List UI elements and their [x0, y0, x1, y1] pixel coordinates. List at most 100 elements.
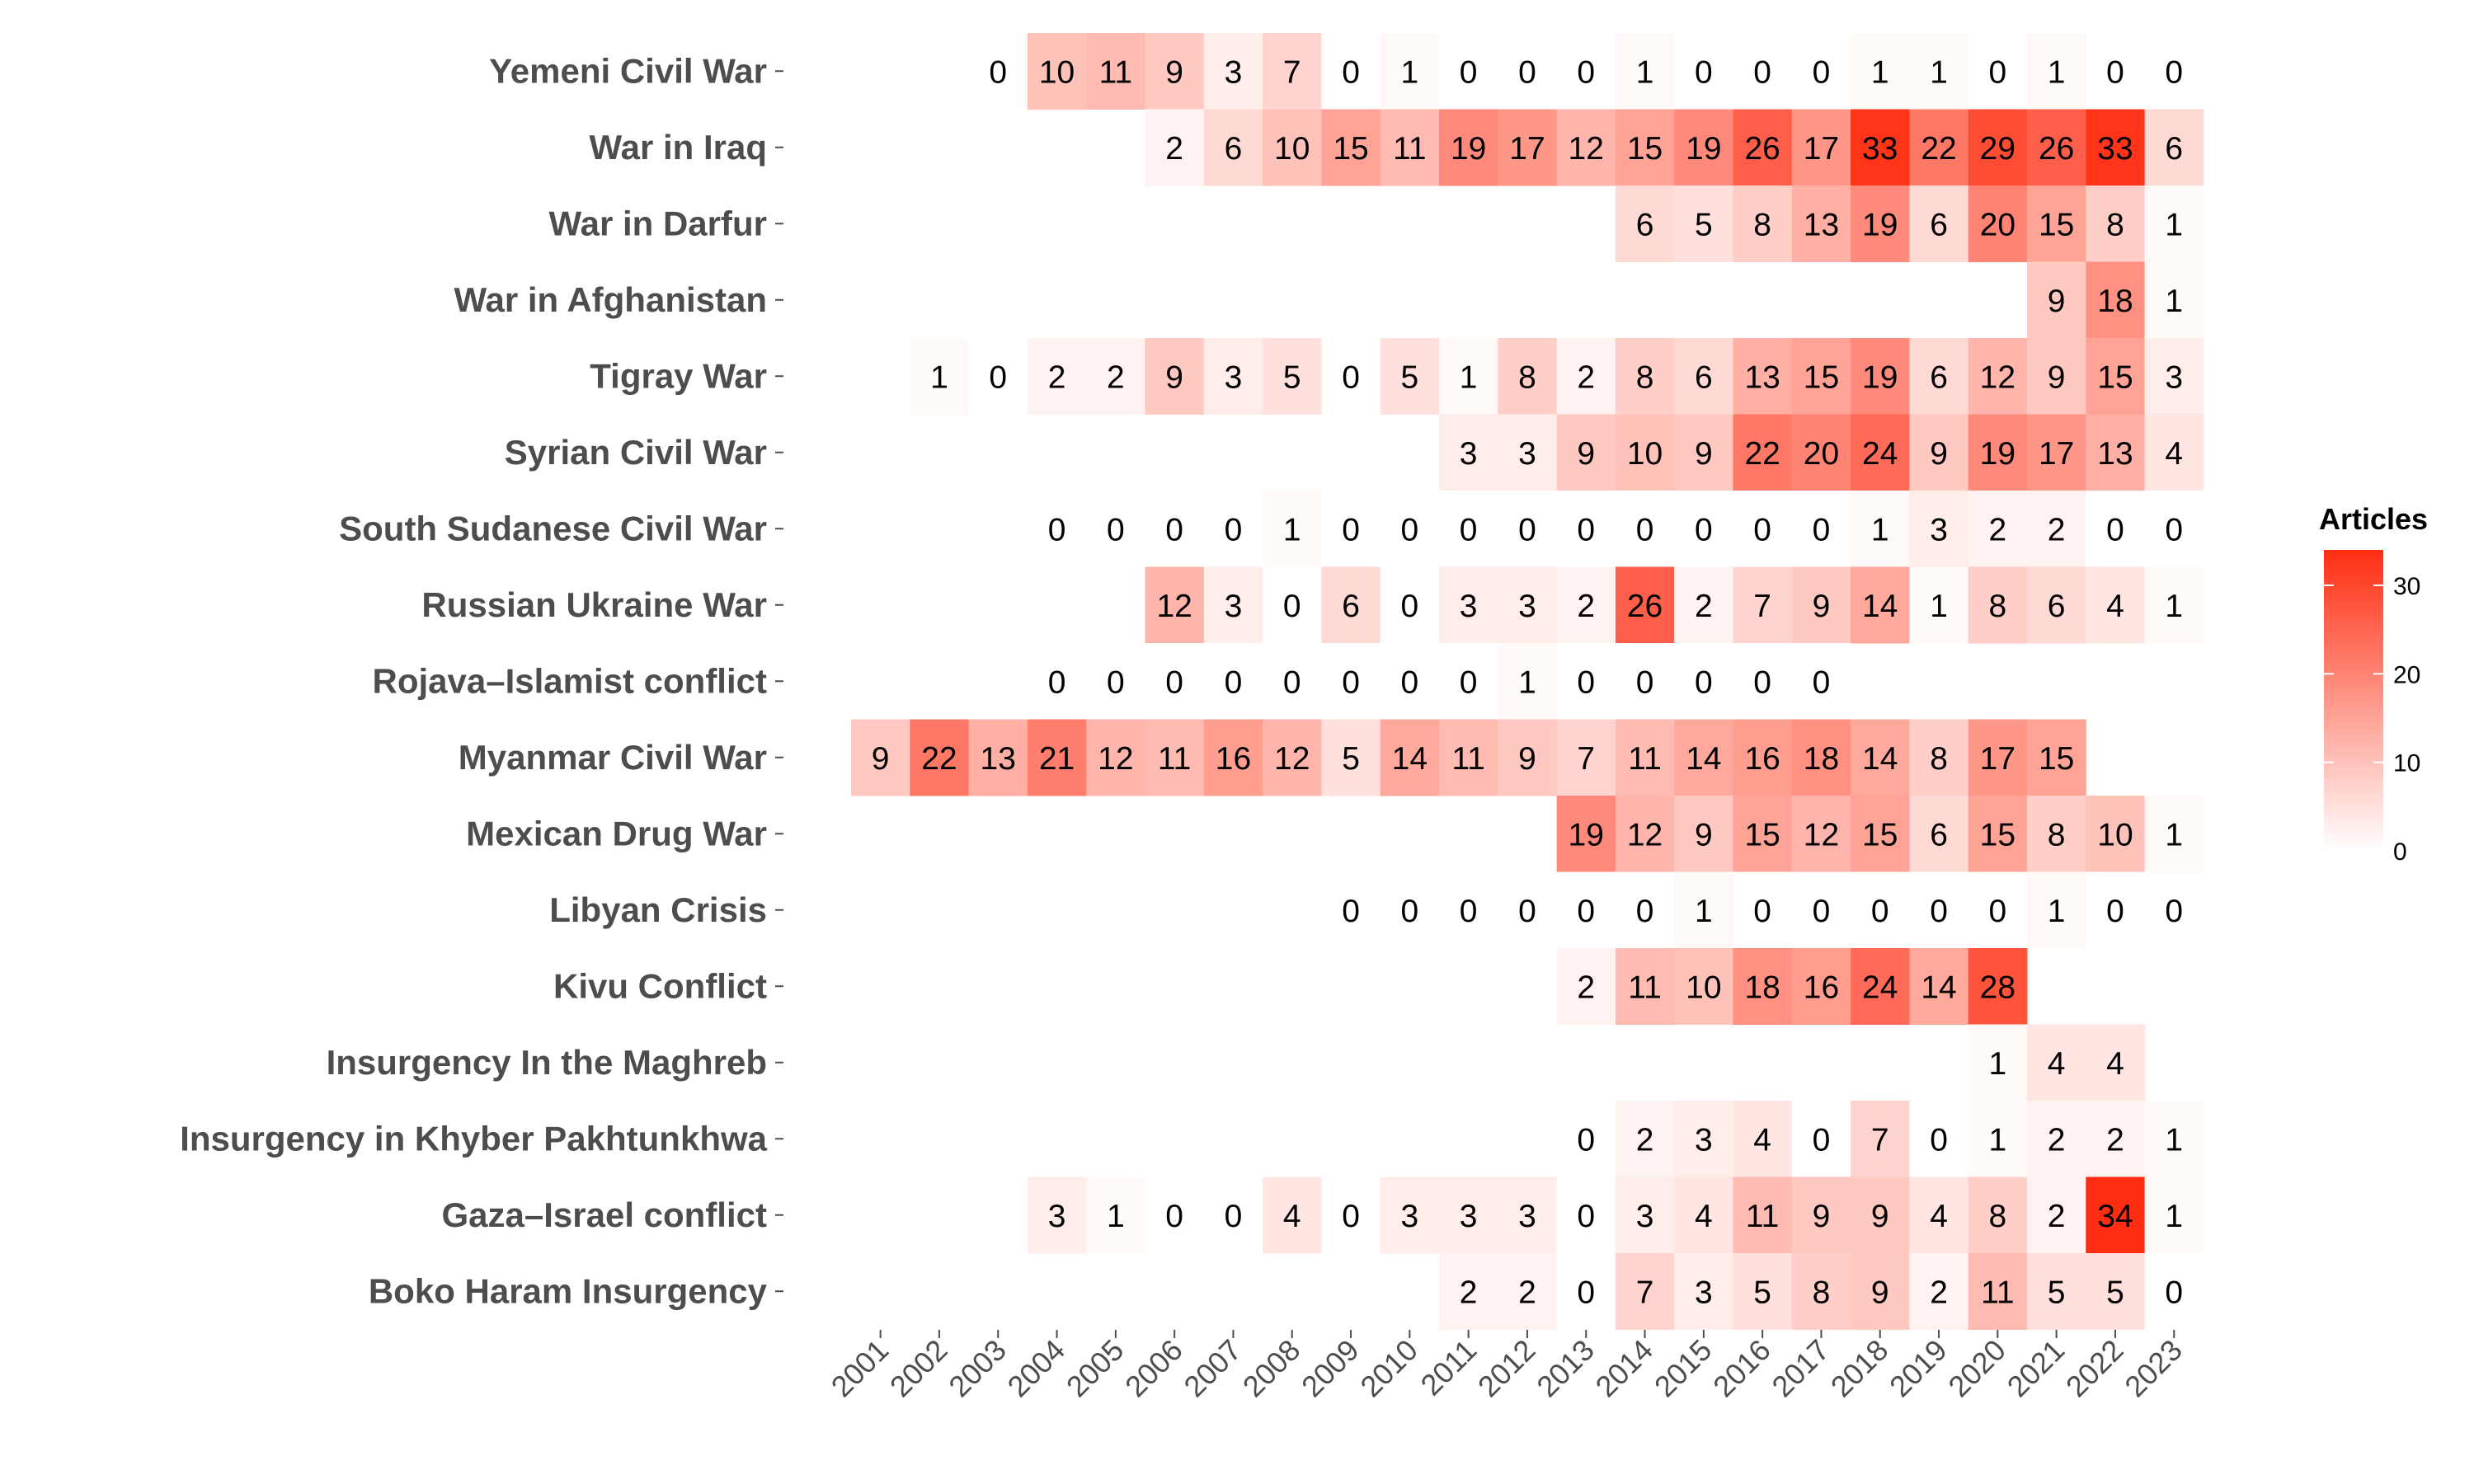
heatmap-cell [1263, 566, 1322, 644]
cell-value-label: 22 [1921, 131, 1956, 167]
heatmap-cell [1909, 186, 1969, 262]
y-tick-label: Libyan Crisis [549, 890, 767, 929]
cell-value-label: 0 [1342, 512, 1360, 547]
cell-value-label: 5 [1753, 1275, 1771, 1310]
heatmap-cell [1615, 796, 1675, 872]
heatmap-cell [1851, 33, 1910, 110]
x-tick-label: 2003 [942, 1333, 1013, 1404]
cell-value-label: 15 [2097, 359, 2133, 395]
heatmap-cell [1674, 414, 1733, 491]
heatmap-cell [2027, 719, 2086, 796]
x-tick-label: 2013 [1530, 1333, 1601, 1404]
x-tick-label: 2011 [1414, 1333, 1484, 1402]
heatmap-cell [1203, 643, 1263, 720]
cell-value-label: 9 [2048, 284, 2066, 319]
heatmap-cell [1791, 109, 1851, 186]
y-tick-label: Insurgency In the Maghreb [327, 1043, 767, 1082]
cell-value-label: 7 [1871, 1122, 1889, 1158]
cell-value-label: 0 [989, 359, 1007, 395]
heatmap-cell [1791, 338, 1851, 415]
cell-value-label: 1 [1695, 894, 1713, 929]
heatmap-cell [1027, 643, 1087, 720]
heatmap-cell [2086, 491, 2146, 567]
heatmap-cell [1968, 414, 2028, 491]
heatmap-cell [1556, 948, 1616, 1025]
cell-value-label: 17 [1980, 741, 2015, 777]
cell-value-label: 19 [1862, 207, 1898, 242]
cell-value-label: 0 [2106, 512, 2124, 547]
cell-value-label: 0 [1460, 665, 1478, 700]
heatmap-cell [1203, 33, 1263, 110]
cell-value-label: 15 [1862, 817, 1898, 852]
heatmap-cell [968, 719, 1028, 796]
cell-value-label: 0 [1165, 1199, 1183, 1234]
x-axis-labels: 2001200220032004200520062007200820092010… [825, 1330, 2189, 1403]
heatmap-cell [1968, 1176, 2028, 1254]
heatmap-cell [1615, 491, 1675, 567]
heatmap-cell [1203, 719, 1263, 796]
heatmap-cell [1615, 186, 1675, 262]
cell-value-label: 0 [1988, 894, 2006, 929]
cell-value-label: 22 [921, 741, 957, 777]
heatmap-cell [2027, 261, 2086, 339]
cell-value-label: 0 [1930, 1122, 1948, 1158]
cell-value-label: 16 [1744, 741, 1780, 777]
heatmap-cell [2144, 414, 2204, 491]
heatmap-cell [910, 338, 970, 415]
heatmap-cell [1674, 109, 1733, 186]
cell-value-label: 0 [1165, 512, 1183, 547]
heatmap-cell [2086, 1024, 2146, 1101]
x-tick-label: 2009 [1295, 1333, 1366, 1404]
heatmap-cell [2144, 1101, 2204, 1177]
cell-value-label: 2 [1988, 512, 2006, 547]
cell-value-label: 0 [1518, 512, 1536, 547]
cell-value-label: 0 [1871, 894, 1889, 929]
heatmap-cell [1851, 719, 1910, 796]
cell-value-label: 12 [1274, 741, 1310, 777]
heatmap-cell [968, 33, 1028, 110]
cell-value-label: 9 [2048, 359, 2066, 395]
heatmap-cell [1615, 643, 1675, 720]
cell-value-label: 11 [1981, 1275, 2015, 1310]
cell-value-label: 2 [2106, 1122, 2124, 1158]
y-tick-label: War in Iraq [590, 128, 767, 167]
cell-value-label: 2 [2048, 512, 2066, 547]
heatmap-cell [1203, 491, 1263, 567]
cell-value-label: 0 [1283, 665, 1301, 700]
cell-value-label: 0 [1753, 894, 1771, 929]
heatmap-cell [1791, 719, 1851, 796]
heatmap-cell [2086, 1253, 2146, 1330]
cell-value-label: 0 [1636, 512, 1654, 547]
cell-value-label: 8 [2048, 817, 2066, 852]
x-tick-label: 2004 [1001, 1333, 1072, 1404]
cell-value-label: 10 [1274, 131, 1310, 167]
heatmap-cell [1263, 643, 1322, 720]
cell-value-label: 19 [1569, 817, 1604, 852]
cell-value-label: 15 [1804, 359, 1839, 395]
heatmap-cell [2086, 1176, 2146, 1254]
heatmap-cell [910, 719, 970, 796]
x-tick-label: 2008 [1236, 1333, 1307, 1404]
x-tick-label: 2002 [883, 1333, 954, 1404]
heatmap-cell [1321, 491, 1381, 567]
heatmap-cell [1263, 33, 1322, 110]
heatmap-cell [1674, 491, 1733, 567]
cell-value-label: 0 [1107, 665, 1125, 700]
heatmap-cell [1321, 109, 1381, 186]
cell-value-label: 21 [1039, 741, 1075, 777]
heatmap-cell [1615, 1101, 1675, 1177]
heatmap-cell [1498, 719, 1558, 796]
cell-value-label: 6 [1930, 359, 1948, 395]
cell-value-label: 8 [1988, 1199, 2006, 1234]
x-tick-label: 2001 [825, 1333, 896, 1404]
cell-value-label: 12 [1098, 741, 1133, 777]
heatmap-cell [1968, 796, 2028, 872]
heatmap-cell [1027, 1176, 1087, 1254]
heatmap-cell [1674, 186, 1733, 262]
y-tick-label: War in Afghanistan [454, 280, 767, 319]
heatmap-cell [1321, 33, 1381, 110]
cell-value-label: 0 [1225, 665, 1243, 700]
heatmap-cell [1321, 871, 1381, 949]
heatmap-cell [2027, 1024, 2086, 1101]
cell-value-label: 1 [1930, 589, 1948, 624]
